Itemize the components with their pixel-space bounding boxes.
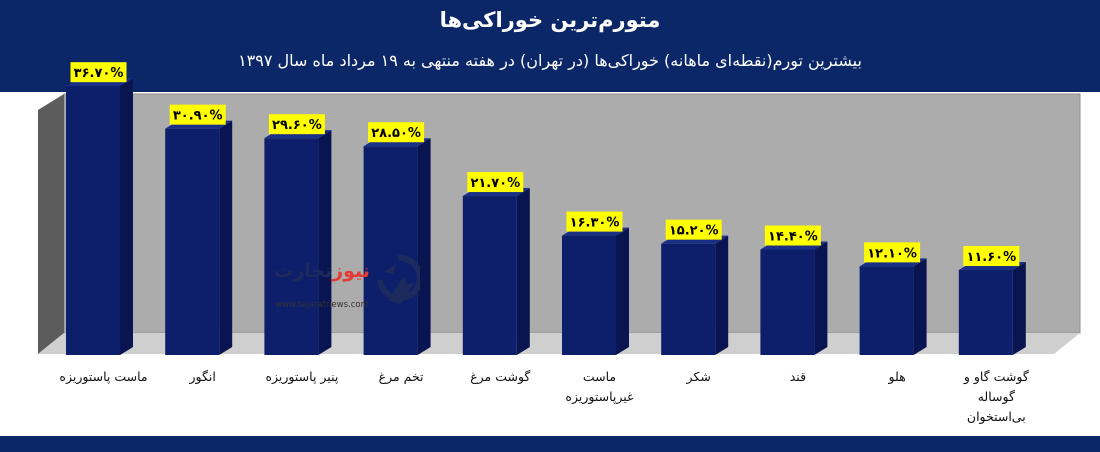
- bar: [958, 262, 1026, 355]
- bar: [66, 78, 133, 356]
- bar-side-face: [318, 130, 332, 355]
- data-label-box: [467, 172, 524, 193]
- bar-front-face: [958, 270, 1013, 355]
- bar-side-face: [120, 78, 133, 356]
- category-label: پنیر پاستوریزه: [265, 369, 338, 385]
- bar: [859, 258, 927, 355]
- bar-front-face: [661, 243, 716, 355]
- plot-side-wall: [38, 94, 64, 354]
- bar-front-face: [859, 266, 914, 355]
- bar-side-face: [417, 138, 431, 355]
- data-label-box: [70, 62, 127, 83]
- data-label: ۱۲.۱۰%: [867, 246, 917, 261]
- data-label-box: [764, 225, 821, 246]
- logo-url: www.tejaratnews.com: [275, 300, 369, 310]
- data-label: ۳۶.۷۰%: [74, 66, 124, 81]
- bar-front-face: [264, 138, 319, 355]
- data-label-box: [665, 219, 722, 240]
- bar-front-face: [363, 146, 418, 355]
- category-label: تخم مرغ: [379, 369, 424, 385]
- bar-side-face: [1012, 262, 1026, 355]
- bar: [661, 235, 729, 355]
- data-label-box: [169, 104, 226, 125]
- bar-side-face: [219, 120, 233, 355]
- bar: [165, 120, 233, 355]
- category-label: ماست پاستوریزه: [59, 369, 147, 385]
- data-label: ۱۱.۶۰%: [966, 250, 1016, 265]
- data-label: ۳۰.۹۰%: [173, 109, 223, 124]
- category-label: شکر: [686, 369, 711, 385]
- data-label: ۱۵.۲۰%: [669, 224, 719, 239]
- bar: [562, 227, 629, 355]
- data-label: ۲۱.۷۰%: [470, 176, 520, 191]
- category-label: قند: [790, 369, 806, 384]
- data-label: ۱۶.۳۰%: [570, 216, 620, 231]
- data-label-box: [566, 211, 623, 232]
- data-label-box: [963, 246, 1020, 267]
- bar-front-face: [66, 86, 120, 356]
- logo-wordmark: نیوزتجارت: [268, 260, 376, 282]
- data-label: ۱۴.۴۰%: [768, 230, 818, 245]
- category-label: گوشت مرغ: [470, 369, 530, 385]
- bar-front-face: [760, 249, 815, 355]
- data-label: ۲۹.۶۰%: [272, 118, 322, 133]
- bar: [462, 188, 530, 355]
- logo-word-accent: نیوز: [332, 260, 370, 282]
- category-labels-layer: ماست پاستوریزه انگور پنیر پاستوریزه تخم مرغ…: [59, 369, 1028, 425]
- bar-side-face: [715, 235, 729, 355]
- data-label-box: [864, 242, 921, 263]
- bar-side-face: [616, 227, 629, 355]
- logo-arrow-icon: [377, 254, 420, 304]
- chart-title: متورم‌ترین خوراکی‌ها: [439, 8, 661, 32]
- footer-bar: [0, 436, 1100, 452]
- bar: [264, 130, 332, 355]
- data-label: ۲۸.۵۰%: [371, 126, 421, 141]
- category-label: انگور: [189, 369, 216, 385]
- data-label-box: [268, 114, 325, 135]
- bar-front-face: [165, 128, 220, 355]
- bar-side-face: [814, 241, 828, 355]
- bar-front-face: [462, 196, 517, 355]
- bar-side-face: [516, 188, 530, 355]
- bar-front-face: [562, 235, 616, 355]
- category-label: ماست غیرپاستوریزه: [565, 369, 634, 405]
- category-label: هلو: [888, 369, 906, 385]
- data-label-box: [368, 122, 425, 143]
- logo-word-main: تجارت: [274, 260, 333, 282]
- data-labels-layer: ۳۶.۷۰% ۳۰.۹۰% ۲۹.۶۰% ۲۸.۵۰% ۲۱.۷۰% ۱۶.۳۰% ۱۵.۲…: [70, 62, 1020, 267]
- bars-layer: [66, 78, 1026, 356]
- bar-side-face: [913, 258, 927, 355]
- tejaratnews-logo: نیوزتجارت www.tejaratnews.com: [268, 254, 420, 328]
- bar: [760, 241, 828, 355]
- header-banner: متورم‌ترین خوراکی‌ها بیشترین تورم(نقطه‌ا…: [0, 0, 1100, 92]
- chart-subtitle: بیشترین تورم(نقطه‌ای ماهانه) خوراکی‌ها (…: [238, 51, 862, 70]
- category-label: گوشت گاو و گوساله بی‌استخوان: [963, 369, 1029, 425]
